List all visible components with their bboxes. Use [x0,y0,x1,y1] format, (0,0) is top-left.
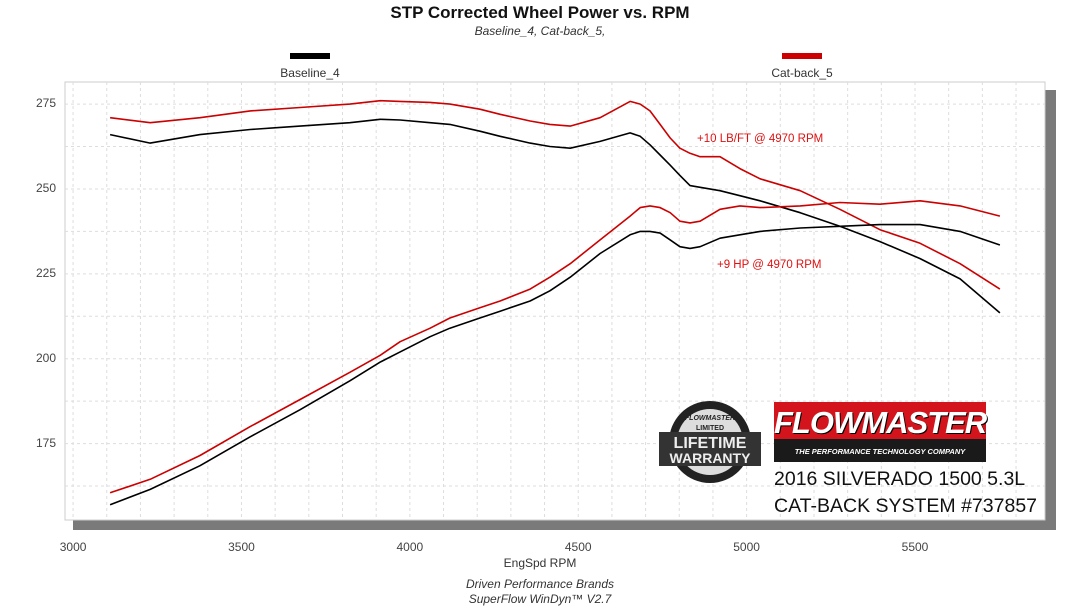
torque-gain-annotation: +10 LB/FT @ 4970 RPM [697,133,824,145]
x-tick-label: 4000 [396,540,424,554]
legend-swatch-catback [782,53,822,59]
svg-text:WARRANTY: WARRANTY [670,450,752,466]
svg-text:FLOWMASTER: FLOWMASTER [685,415,735,422]
x-axis-label: EngSpd RPM [503,556,577,570]
y-tick-label: 250 [35,180,56,195]
legend-label-baseline: Baseline_4 [280,66,340,80]
flowmaster-logo-text: FLOWMASTER [774,405,987,440]
flowmaster-logo: FLOWMASTER THE PERFORMANCE TECHNOLOGY CO… [774,402,987,462]
series-line-cat-back-5-hp [109,200,1001,494]
y-tick-label: 175 [35,435,56,450]
footer-software: SuperFlow WinDyn™ V2.7 [468,592,612,606]
y-tick-label: 200 [35,350,56,365]
y-tick-label: 275 [35,96,56,111]
x-tick-label: 3500 [228,540,255,554]
chart-title: STP Corrected Wheel Power vs. RPM [390,3,690,22]
series-line-baseline-4-torque [109,118,1001,314]
series-line-baseline-4-hp [109,223,1001,506]
x-tick-label: 5500 [901,540,929,554]
x-tick-label: 3000 [59,540,87,554]
footer-company: Driven Performance Brands [465,577,615,591]
lifetime-warranty-badge-logo: FLOWMASTER LIMITED LIFETIME WARRANTY [659,401,761,483]
chart-subtitle: Baseline_4, Cat-back_5, [474,24,606,38]
hp-gain-annotation: +9 HP @ 4970 RPM [717,259,822,271]
legend-label-catback: Cat-back_5 [771,66,833,80]
flowmaster-tagline: THE PERFORMANCE TECHNOLOGY COMPANY [794,447,966,456]
y-tick-label: 225 [35,265,56,280]
svg-text:LIFETIME: LIFETIME [674,435,747,452]
product-vehicle: 2016 SILVERADO 1500 5.3L [774,468,1026,490]
legend-swatch-baseline [290,53,330,59]
x-tick-label: 5000 [733,540,760,554]
product-system: CAT-BACK SYSTEM #737857 [774,495,1038,517]
x-tick-label: 4500 [564,540,592,554]
svg-text:LIMITED: LIMITED [696,425,724,432]
series-line-cat-back-5-torque [110,99,1001,290]
